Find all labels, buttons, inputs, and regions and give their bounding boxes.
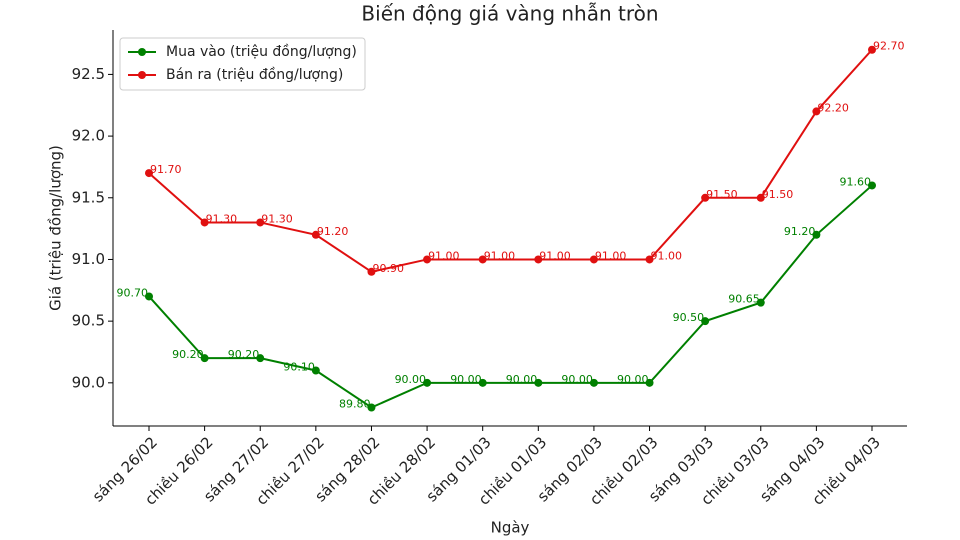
data-label: 90.00 bbox=[617, 373, 649, 386]
data-point bbox=[478, 378, 487, 387]
data-point bbox=[645, 255, 654, 264]
data-point bbox=[645, 378, 654, 387]
series-line bbox=[148, 49, 873, 273]
data-point bbox=[534, 378, 543, 387]
series-line bbox=[148, 184, 873, 409]
data-point bbox=[145, 292, 153, 301]
legend-marker bbox=[138, 71, 146, 79]
data-point bbox=[534, 255, 543, 264]
data-label: 90.00 bbox=[395, 373, 427, 386]
data-label: 91.30 bbox=[206, 212, 238, 225]
chart-title: Biến động giá vàng nhẫn tròn bbox=[361, 2, 658, 26]
data-label: 91.00 bbox=[428, 249, 460, 262]
data-point bbox=[589, 378, 598, 387]
legend-label: Bán ra (triệu đồng/lượng) bbox=[166, 66, 343, 83]
data-point bbox=[145, 169, 153, 178]
data-point bbox=[868, 45, 876, 54]
data-point bbox=[200, 354, 209, 363]
data-label: 90.00 bbox=[506, 373, 538, 386]
data-label: 91.00 bbox=[595, 249, 627, 262]
data-label: 91.00 bbox=[484, 249, 516, 262]
data-point bbox=[589, 255, 598, 264]
data-label: 90.90 bbox=[372, 262, 404, 275]
data-label: 91.20 bbox=[784, 225, 816, 238]
data-label: 90.70 bbox=[117, 286, 149, 299]
data-label: 90.10 bbox=[283, 360, 315, 373]
y-tick-label: 92.5 bbox=[72, 65, 105, 83]
data-label: 90.20 bbox=[228, 348, 260, 361]
data-point bbox=[423, 378, 432, 387]
data-point bbox=[756, 193, 765, 202]
legend-label: Mua vào (triệu đồng/lượng) bbox=[166, 43, 357, 60]
data-label: 90.65 bbox=[728, 293, 760, 306]
data-label: 91.60 bbox=[840, 175, 872, 188]
data-point bbox=[256, 218, 265, 227]
y-tick-label: 90.5 bbox=[72, 312, 105, 330]
data-point bbox=[868, 181, 876, 190]
data-point bbox=[200, 218, 209, 227]
data-point bbox=[812, 230, 821, 239]
data-label: 92.20 bbox=[817, 101, 849, 114]
data-label: 91.20 bbox=[317, 225, 349, 238]
y-tick-label: 91.0 bbox=[72, 250, 105, 268]
y-axis-title: Giá (triệu đồng/lượng) bbox=[47, 145, 65, 311]
data-label: 91.30 bbox=[261, 212, 293, 225]
data-label: 89.80 bbox=[339, 397, 371, 410]
data-point bbox=[812, 107, 821, 116]
data-point bbox=[478, 255, 487, 264]
data-label: 90.00 bbox=[450, 373, 482, 386]
data-point bbox=[256, 354, 265, 363]
data-label: 91.70 bbox=[150, 163, 182, 176]
data-label: 90.50 bbox=[673, 311, 705, 324]
data-point bbox=[423, 255, 432, 264]
x-axis-title: Ngày bbox=[491, 519, 530, 537]
legend-marker bbox=[138, 48, 146, 56]
data-label: 90.00 bbox=[561, 373, 593, 386]
data-label: 90.20 bbox=[172, 348, 204, 361]
data-point bbox=[311, 366, 320, 375]
y-tick-label: 91.5 bbox=[72, 188, 105, 206]
data-point bbox=[367, 403, 376, 412]
data-label: 91.50 bbox=[706, 188, 738, 201]
legend-box bbox=[119, 37, 366, 91]
data-point bbox=[701, 317, 710, 326]
data-label: 91.50 bbox=[762, 188, 794, 201]
data-label: 91.00 bbox=[539, 249, 571, 262]
y-tick-label: 90.0 bbox=[72, 373, 105, 391]
data-point bbox=[367, 267, 376, 276]
data-label: 92.70 bbox=[873, 40, 905, 53]
data-point bbox=[701, 193, 710, 202]
legend: Mua vào (triệu đồng/lượng) Bán ra (triệu … bbox=[119, 37, 366, 91]
data-label: 91.00 bbox=[651, 249, 683, 262]
y-tick-label: 92.0 bbox=[72, 127, 105, 145]
data-point bbox=[756, 298, 765, 307]
data-point bbox=[311, 230, 320, 239]
